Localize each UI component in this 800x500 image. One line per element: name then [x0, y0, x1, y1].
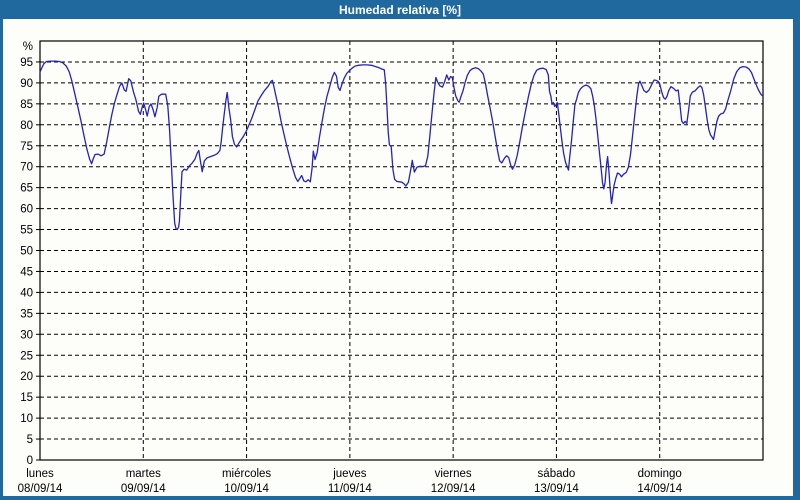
x-axis-day-label: lunes: [26, 468, 54, 480]
humidity-series-line: [39, 60, 764, 231]
y-tick-label: 70: [20, 162, 33, 174]
x-axis-date-label: 11/09/14: [328, 483, 373, 495]
y-tick-label: 5: [27, 434, 33, 446]
x-axis-day-label: miércoles: [222, 468, 271, 480]
y-tick-label: 60: [20, 204, 33, 216]
x-axis-date-label: 08/09/14: [18, 483, 63, 495]
y-tick-label: 95: [20, 57, 33, 69]
y-tick-label: 25: [20, 350, 33, 362]
y-tick-label: 80: [20, 120, 33, 132]
y-tick-label: 20: [20, 371, 33, 383]
y-tick-label: 55: [20, 225, 33, 237]
y-tick-label: 10: [20, 413, 33, 425]
plot-frame: [39, 40, 764, 461]
y-tick-label: 75: [20, 141, 33, 153]
y-tick-label: 90: [20, 78, 33, 90]
x-axis-day-label: viernes: [435, 468, 472, 480]
x-axis-date-label: 10/09/14: [224, 483, 269, 495]
y-tick-label: 85: [20, 99, 33, 111]
x-axis-day-label: jueves: [332, 468, 366, 480]
y-tick-label: 0: [27, 455, 33, 467]
y-tick-label: 65: [20, 183, 33, 195]
y-tick-label: 35: [20, 308, 33, 320]
y-tick-label: 30: [20, 329, 33, 341]
chart-title: Humedad relativa [%]: [338, 2, 462, 17]
y-tick-label: 50: [20, 246, 33, 258]
x-axis-date-label: 13/09/14: [534, 483, 579, 495]
y-axis-unit-label: %: [23, 41, 33, 53]
chart-area: [3, 19, 793, 496]
x-axis-day-label: domingo: [638, 468, 682, 480]
x-axis-day-label: martes: [126, 468, 161, 480]
y-tick-label: 15: [20, 392, 33, 404]
x-axis-date-label: 12/09/14: [431, 483, 476, 495]
y-tick-label: 40: [20, 287, 33, 299]
y-tick-label: 45: [20, 266, 33, 278]
title-bar: Humedad relativa [%]: [0, 0, 800, 19]
x-axis-date-label: 09/09/14: [121, 483, 166, 495]
x-axis-day-label: sábado: [538, 468, 576, 480]
x-axis-date-label: 14/09/14: [637, 483, 682, 495]
